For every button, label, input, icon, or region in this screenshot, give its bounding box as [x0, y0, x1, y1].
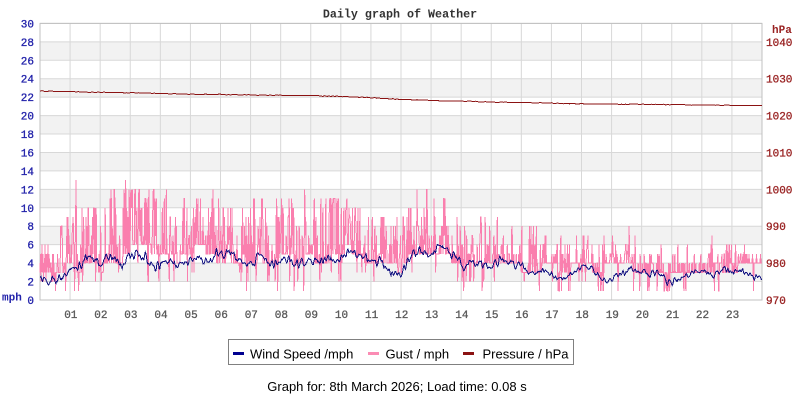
svg-text:10: 10	[335, 310, 348, 322]
svg-text:18: 18	[576, 310, 589, 322]
svg-text:1000: 1000	[766, 185, 792, 197]
svg-text:2: 2	[27, 278, 34, 290]
svg-text:15: 15	[485, 310, 498, 322]
svg-text:Daily graph of Weather: Daily graph of Weather	[323, 8, 477, 22]
svg-text:990: 990	[766, 222, 786, 234]
svg-text:1010: 1010	[766, 149, 792, 161]
svg-text:Wind Speed /mph: Wind Speed /mph	[250, 347, 353, 362]
svg-text:Gust / mph: Gust / mph	[386, 347, 450, 362]
svg-text:20: 20	[636, 310, 649, 322]
svg-text:08: 08	[275, 310, 288, 322]
svg-text:1020: 1020	[766, 112, 792, 124]
svg-text:970: 970	[766, 296, 786, 308]
svg-text:16: 16	[515, 310, 528, 322]
svg-text:10: 10	[21, 204, 34, 216]
svg-text:4: 4	[27, 259, 34, 271]
svg-text:19: 19	[606, 310, 619, 322]
svg-text:12: 12	[21, 185, 34, 197]
svg-text:980: 980	[766, 259, 786, 271]
svg-text:28: 28	[21, 38, 34, 50]
svg-text:mph: mph	[2, 293, 22, 305]
svg-text:13: 13	[425, 310, 438, 322]
svg-text:14: 14	[455, 310, 469, 322]
svg-text:1030: 1030	[766, 75, 792, 87]
svg-text:18: 18	[21, 130, 34, 142]
svg-text:24: 24	[21, 75, 35, 87]
svg-text:1040: 1040	[766, 38, 792, 50]
svg-text:23: 23	[726, 310, 739, 322]
svg-text:14: 14	[21, 167, 35, 179]
svg-text:11: 11	[365, 310, 379, 322]
svg-text:12: 12	[395, 310, 408, 322]
svg-text:26: 26	[21, 56, 34, 68]
svg-text:17: 17	[545, 310, 558, 322]
svg-text:16: 16	[21, 149, 34, 161]
svg-text:21: 21	[666, 310, 680, 322]
svg-text:0: 0	[27, 296, 34, 308]
svg-text:hPa: hPa	[772, 25, 792, 37]
svg-text:06: 06	[215, 310, 228, 322]
svg-text:6: 6	[27, 241, 34, 253]
svg-text:20: 20	[21, 112, 34, 124]
svg-text:Graph for: 8th March 2026; Loa: Graph for: 8th March 2026; Load time: 0.…	[267, 379, 527, 394]
svg-text:30: 30	[21, 19, 34, 31]
svg-text:01: 01	[64, 310, 78, 322]
svg-text:05: 05	[184, 310, 197, 322]
svg-text:Pressure / hPa: Pressure / hPa	[483, 347, 570, 362]
svg-text:8: 8	[27, 222, 34, 234]
svg-text:04: 04	[154, 310, 168, 322]
svg-text:22: 22	[21, 93, 34, 105]
svg-text:07: 07	[245, 310, 258, 322]
svg-text:09: 09	[305, 310, 318, 322]
svg-text:22: 22	[696, 310, 709, 322]
svg-text:03: 03	[124, 310, 137, 322]
svg-text:02: 02	[94, 310, 107, 322]
